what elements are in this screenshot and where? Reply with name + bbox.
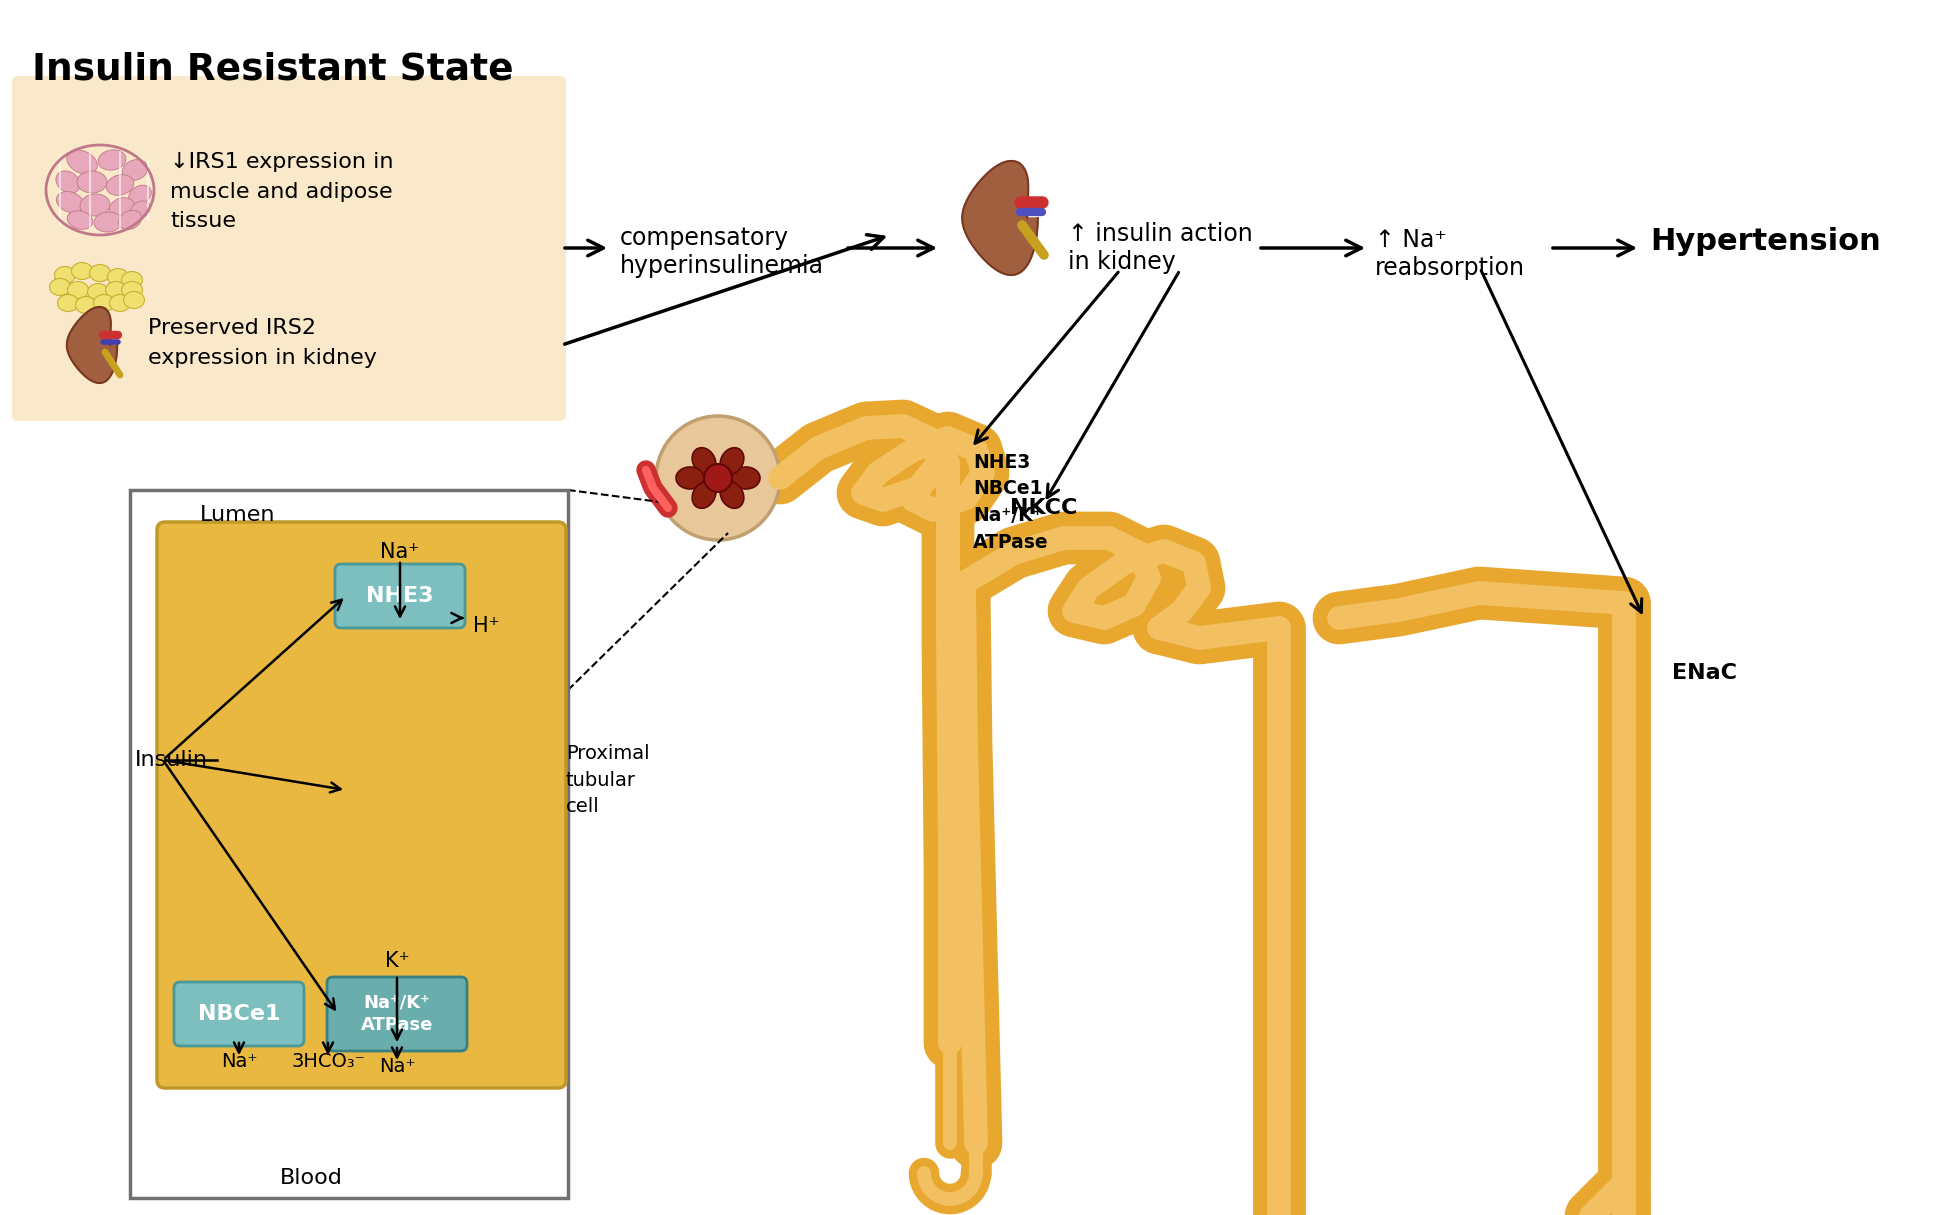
Ellipse shape <box>56 192 84 213</box>
Text: Hypertension: Hypertension <box>1650 227 1880 256</box>
Text: ↑ Na⁺
reabsorption: ↑ Na⁺ reabsorption <box>1373 228 1523 279</box>
Text: Na⁺: Na⁺ <box>378 1057 415 1076</box>
Ellipse shape <box>119 210 142 230</box>
Text: Na⁺: Na⁺ <box>220 1052 257 1070</box>
Polygon shape <box>962 160 1036 275</box>
Text: Na⁺/K⁺
ATPase: Na⁺/K⁺ ATPase <box>360 994 432 1034</box>
Text: NKCC: NKCC <box>1009 498 1077 518</box>
Text: K⁺: K⁺ <box>384 951 409 971</box>
Text: Insulin Resistant State: Insulin Resistant State <box>31 52 514 87</box>
Polygon shape <box>66 307 117 383</box>
FancyBboxPatch shape <box>335 564 466 628</box>
Text: NHE3: NHE3 <box>366 586 434 606</box>
Ellipse shape <box>732 467 760 488</box>
Ellipse shape <box>88 283 109 300</box>
Ellipse shape <box>109 198 134 219</box>
Ellipse shape <box>121 282 142 299</box>
Ellipse shape <box>721 481 744 508</box>
Ellipse shape <box>121 271 142 288</box>
Ellipse shape <box>94 211 123 232</box>
Ellipse shape <box>107 269 129 286</box>
Text: H⁺: H⁺ <box>473 616 499 635</box>
Ellipse shape <box>107 175 134 196</box>
Text: compensatory
hyperinsulinemia: compensatory hyperinsulinemia <box>619 226 824 278</box>
Ellipse shape <box>90 265 111 282</box>
Ellipse shape <box>123 292 144 309</box>
Ellipse shape <box>97 149 127 170</box>
FancyBboxPatch shape <box>173 982 304 1046</box>
FancyBboxPatch shape <box>327 977 468 1051</box>
Ellipse shape <box>109 294 131 311</box>
Ellipse shape <box>66 149 97 174</box>
Text: ↓IRS1 expression in
muscle and adipose
tissue: ↓IRS1 expression in muscle and adipose t… <box>169 152 393 231</box>
Ellipse shape <box>131 200 150 219</box>
Ellipse shape <box>58 294 78 311</box>
Text: 3HCO₃⁻: 3HCO₃⁻ <box>290 1052 364 1070</box>
Text: Insulin: Insulin <box>134 750 208 770</box>
Ellipse shape <box>676 467 703 488</box>
Ellipse shape <box>692 481 715 508</box>
Text: ENaC: ENaC <box>1671 663 1736 683</box>
Text: NBCe1: NBCe1 <box>197 1004 281 1024</box>
Text: NHE3
NBCe1
Na⁺/K⁺
ATPase: NHE3 NBCe1 Na⁺/K⁺ ATPase <box>972 453 1048 552</box>
Ellipse shape <box>68 282 88 299</box>
Ellipse shape <box>49 278 70 295</box>
Ellipse shape <box>72 262 92 279</box>
FancyBboxPatch shape <box>131 490 567 1198</box>
Ellipse shape <box>692 447 715 474</box>
Ellipse shape <box>94 294 115 311</box>
Text: Na⁺: Na⁺ <box>380 542 419 563</box>
Ellipse shape <box>76 296 97 313</box>
FancyBboxPatch shape <box>12 77 565 422</box>
Ellipse shape <box>78 171 107 193</box>
Ellipse shape <box>55 266 76 283</box>
Ellipse shape <box>123 159 148 180</box>
Ellipse shape <box>105 282 127 299</box>
Ellipse shape <box>80 194 109 216</box>
Ellipse shape <box>721 447 744 474</box>
Ellipse shape <box>56 171 80 193</box>
Ellipse shape <box>66 210 94 230</box>
Ellipse shape <box>129 185 152 205</box>
Text: Proximal
tubular
cell: Proximal tubular cell <box>565 744 649 816</box>
Text: Blood: Blood <box>281 1168 343 1188</box>
Text: Lumen: Lumen <box>201 505 275 525</box>
Circle shape <box>703 464 732 492</box>
Circle shape <box>656 416 779 539</box>
Text: Preserved IRS2
expression in kidney: Preserved IRS2 expression in kidney <box>148 318 376 368</box>
FancyBboxPatch shape <box>158 522 565 1087</box>
Text: ↑ insulin action
in kidney: ↑ insulin action in kidney <box>1068 222 1253 273</box>
